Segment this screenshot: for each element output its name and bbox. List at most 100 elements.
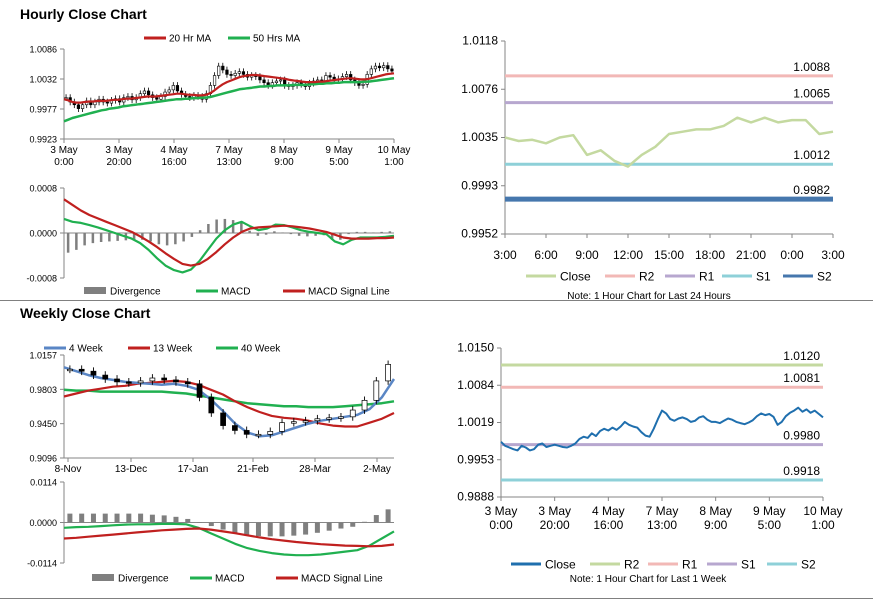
weekly-macd-divergence-bar: [232, 522, 238, 534]
hourly-price-y-tick-label: 1.0032: [29, 75, 57, 85]
hourly-candle-body: [225, 69, 229, 75]
hourly-ma20-line: [63, 72, 395, 104]
weekly-levels-x-tick-date: 3 May: [538, 504, 571, 518]
hourly-levels-y-tick-label: 1.0035: [461, 130, 498, 144]
weekly-macd-divergence-bar: [173, 516, 179, 523]
hourly-levels-level-s2-label: 0.9982: [793, 183, 830, 197]
hourly-levels-level-r2-label: 1.0088: [793, 60, 830, 74]
weekly-levels-x-tick-time: 0:00: [489, 518, 513, 532]
weekly-candle-body: [314, 418, 321, 422]
hourly-price-x-tick-date: 4 May: [160, 145, 187, 156]
hourly-macd-divergence-bar: [108, 233, 111, 242]
hourly-macd-divergence-bar: [314, 233, 317, 236]
hourly-levels-y-tick-label: 0.9952: [461, 227, 498, 241]
hourly-price-x-tick-date: 10 May: [378, 145, 411, 156]
weekly-candle-body: [302, 420, 309, 423]
hourly-price-x-tick-time: 1:00: [384, 157, 404, 168]
hourly-levels-x-tick-label: 21:00: [736, 248, 766, 262]
weekly-price-x-tick-label: 28-Mar: [299, 464, 331, 475]
hourly-macd-divergence-bar: [174, 233, 177, 245]
hourly-macd-divergence-bar: [355, 231, 359, 233]
hourly-candle-body: [278, 79, 283, 82]
hourly-levels-x-tick-label: 3:00: [821, 248, 845, 262]
weekly-macd-divergence-bar: [385, 509, 391, 523]
weekly-levels-x-tick-time: 16:00: [593, 518, 623, 532]
weekly-candle-body: [232, 425, 238, 431]
hourly-candle-body: [167, 89, 171, 93]
weekly-macd-divergence-bar: [326, 522, 332, 531]
hourly-price-x-tick-time: 20:00: [106, 157, 131, 168]
hourly-macd-divergence-bar: [363, 231, 367, 233]
hourly-price-x-tick-time: 13:00: [216, 157, 241, 168]
weekly-candle-body: [243, 430, 250, 435]
weekly-candle-body: [102, 374, 109, 380]
hourly-macd-divergence-bar: [198, 230, 202, 233]
weekly-price-x-tick-label: 8-Nov: [55, 464, 82, 475]
section-divider: [0, 300, 873, 301]
weekly-levels-legend-r2-label: R2: [624, 558, 640, 572]
weekly-candle-body: [279, 422, 285, 432]
hourly-levels-legend-s1-label: S1: [756, 270, 771, 284]
hourly-candle-body: [237, 71, 241, 74]
weekly-levels-x-tick-date: 9 May: [753, 504, 786, 518]
hourly-legend-ma20-label: 20 Hr MA: [169, 34, 212, 45]
hourly-candle-body: [171, 85, 175, 91]
weekly-macd-divergence-bar: [314, 522, 320, 533]
weekly-macd-divergence-bar: [362, 521, 368, 523]
weekly-macd-divergence-bar: [161, 515, 167, 523]
weekly-levels-x-tick-time: 1:00: [811, 518, 835, 532]
hourly-candle-body: [274, 80, 279, 83]
weekly-candle-body: [67, 368, 73, 372]
hourly-levels-x-tick-label: 18:00: [695, 248, 725, 262]
hourly-macd-divergence-bar: [207, 224, 210, 233]
hourly-levels-y-tick-label: 1.0118: [462, 34, 498, 48]
hourly-macd-divergence-bar: [289, 233, 293, 235]
weekly-macd-divergence-bar: [79, 513, 85, 523]
hourly-macd-y-tick-label: 0.0000: [29, 229, 57, 239]
weekly-macd-divergence-bar: [255, 522, 261, 536]
weekly-candle-body: [114, 378, 120, 383]
hourly-candle-body: [212, 75, 217, 86]
hourly-levels-y-tick-label: 0.9993: [461, 178, 498, 192]
weekly-levels-y-tick-label: 0.9888: [457, 490, 494, 504]
hourly-macd-divergence-bar: [264, 233, 268, 235]
weekly-levels-y-tick-label: 1.0019: [457, 415, 494, 429]
hourly-macd-divergence-bar: [388, 231, 392, 233]
weekly-macd-divergence-bar: [102, 513, 108, 523]
hourly-macd-legend-divergence-swatch: [84, 287, 106, 294]
hourly-macd-divergence-bar: [281, 232, 284, 233]
weekly-macd-divergence-bar: [114, 513, 120, 523]
weekly-price-x-tick-label: 13-Dec: [115, 464, 147, 475]
hourly-macd-divergence-bar: [190, 233, 194, 237]
weekly-candle-body: [373, 380, 380, 401]
hourly-levels-y-tick-label: 1.0076: [461, 82, 498, 96]
weekly-section-title: Weekly Close Chart: [20, 305, 151, 321]
hourly-candle-body: [361, 84, 365, 86]
weekly-levels-legend-s2-label: S2: [801, 558, 816, 572]
weekly-macd-divergence-bar: [149, 514, 155, 523]
hourly-macd-divergence-bar: [165, 233, 169, 246]
weekly-levels-x-tick-time: 9:00: [704, 518, 728, 532]
hourly-macd-legend-signal-label: MACD Signal Line: [308, 287, 390, 298]
hourly-macd-y-tick-label: 0.0008: [29, 184, 57, 194]
weekly-candle-body: [125, 381, 132, 384]
hourly-price-x-tick-date: 9 May: [325, 145, 352, 156]
hourly-candle-body: [229, 74, 233, 76]
hourly-candle-body: [233, 72, 237, 76]
hourly-candle-body: [349, 74, 353, 81]
hourly-macd-divergence-bar: [347, 233, 350, 235]
hourly-candle-body: [344, 74, 349, 77]
weekly-legend-40week-label: 40 Week: [241, 344, 281, 355]
hourly-macd-divergence-bar: [91, 233, 95, 244]
weekly-macd-divergence-bar: [303, 522, 309, 535]
hourly-candle-body: [142, 90, 147, 95]
hourly-price-y-tick-label: 0.9977: [29, 105, 57, 115]
weekly-macd-signal-line: [63, 527, 395, 548]
weekly-macd-divergence-bar: [67, 513, 73, 523]
hourly-macd-divergence-bar: [83, 233, 86, 246]
hourly-price-x-tick-date: 8 May: [270, 145, 297, 156]
weekly-macd-divergence-bar: [373, 515, 379, 523]
weekly-levels-x-tick-time: 20:00: [540, 518, 570, 532]
hourly-candle-body: [373, 65, 378, 70]
